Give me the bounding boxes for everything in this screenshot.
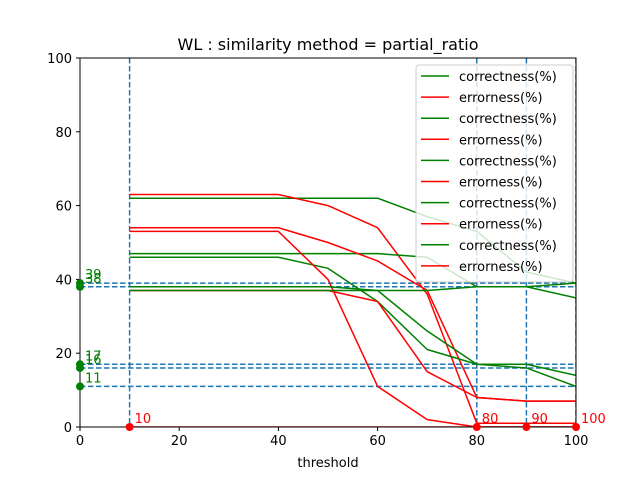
legend-entry: errorness(%) <box>459 218 543 233</box>
x-tick-label: 0 <box>76 434 84 449</box>
legend-entry: errorness(%) <box>459 133 543 148</box>
annotation-label: 10 <box>135 412 152 427</box>
annotation-label: 17 <box>85 349 102 364</box>
x-tick-label: 100 <box>564 434 589 449</box>
plot-frame <box>79 57 577 428</box>
annotation-marker <box>76 382 84 391</box>
series-line-correctness <box>129 282 576 292</box>
annotation-marker <box>125 423 134 431</box>
x-tick-label: 20 <box>171 434 188 449</box>
series-line-correctness <box>129 256 576 377</box>
legend-entry: correctness(%) <box>459 70 557 85</box>
legend-entry: errorness(%) <box>459 176 543 191</box>
annotation-marker <box>522 423 531 431</box>
y-tick-label: 80 <box>55 126 72 141</box>
series-line-errorness <box>129 289 576 402</box>
y-tick-label: 60 <box>55 200 72 215</box>
y-tick-label: 0 <box>64 421 72 436</box>
series-line-correctness <box>129 286 576 388</box>
annotation-label: 16 <box>85 353 102 368</box>
annotation-marker <box>76 282 84 291</box>
legend: correctness(%) errorness(%) correctness(%)… <box>415 64 574 283</box>
y-tick-label: 40 <box>55 273 72 288</box>
annotation-label: 90 <box>531 412 548 427</box>
annotation-marker <box>76 363 84 372</box>
annotation-label: 100 <box>581 412 606 427</box>
legend-entry: correctness(%) <box>459 239 557 254</box>
legend-entry: errorness(%) <box>459 91 543 106</box>
x-tick-label: 80 <box>469 434 486 449</box>
chart-title: WL : similarity method = partial_ratio <box>178 35 479 55</box>
series-line-errorness <box>129 193 576 425</box>
x-tick-label: 60 <box>369 434 386 449</box>
x-axis-title: threshold <box>297 456 358 471</box>
annotation-label: 38 <box>85 272 102 287</box>
legend-entry: errorness(%) <box>459 260 543 275</box>
y-tick-label: 20 <box>55 347 72 362</box>
legend-entry: correctness(%) <box>459 197 557 212</box>
annotation-label: 11 <box>85 371 102 386</box>
annotation-marker <box>572 423 580 431</box>
annotation-label: 80 <box>482 412 499 427</box>
x-tick-label: 40 <box>270 434 287 449</box>
legend-box <box>415 64 574 283</box>
annotation-marker <box>472 423 481 431</box>
legend-entry: correctness(%) <box>459 154 557 169</box>
series-line-errorness <box>129 230 576 427</box>
legend-entry: correctness(%) <box>459 112 557 127</box>
y-tick-label: 100 <box>47 52 72 67</box>
annotation-label: 39 <box>85 268 102 283</box>
